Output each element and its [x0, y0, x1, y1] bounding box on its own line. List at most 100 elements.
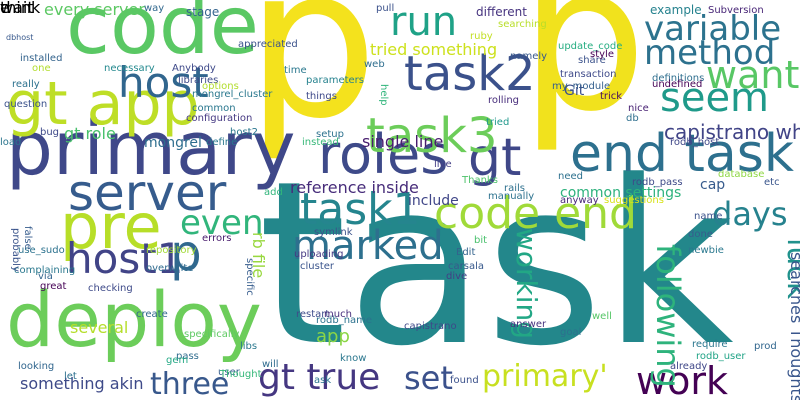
cloud-word: Thanks: [462, 175, 498, 186]
cloud-word: p: [246, 0, 379, 165]
cloud-word: symlink: [314, 227, 353, 238]
cloud-word: pull: [376, 3, 395, 14]
cloud-word: found: [450, 375, 479, 386]
cloud-word: let: [64, 371, 77, 382]
cloud-word: configuration: [186, 113, 253, 124]
cloud-word: load: [0, 137, 22, 148]
cloud-word: Anybody: [172, 63, 216, 74]
cloud-word: p: [170, 224, 202, 282]
cloud-word: nice: [628, 103, 649, 114]
cloud-word: my_module: [552, 81, 611, 92]
cloud-word: marked: [292, 223, 444, 269]
cloud-word: carsala: [448, 261, 484, 272]
cloud-word: need: [558, 171, 583, 182]
cloud-word: single line: [362, 132, 444, 151]
cloud-word: well: [592, 311, 612, 322]
cloud-word: host1: [66, 234, 184, 283]
cloud-word: run: [390, 0, 458, 45]
cloud-word: cluster: [300, 261, 335, 272]
cloud-word: looking: [18, 361, 55, 372]
cloud-word: add: [264, 187, 283, 198]
cloud-word: specific: [244, 258, 255, 296]
cloud-word: end task: [570, 124, 794, 184]
cloud-word: prod: [754, 341, 777, 352]
cloud-word: reference inside: [290, 178, 419, 197]
cloud-word: know: [340, 353, 367, 364]
cloud-word: stage: [186, 5, 220, 19]
cloud-word: code end: [434, 188, 637, 239]
cloud-word: way: [144, 3, 165, 14]
cloud-word: gt: [468, 128, 522, 188]
cloud-word: setup: [316, 129, 344, 140]
cloud-word: searches Thoughts: [787, 252, 800, 400]
cloud-word: errors: [202, 233, 232, 244]
cloud-word: rodb_host: [670, 137, 720, 148]
cloud-word: already: [670, 361, 708, 372]
cloud-word: primary: [6, 106, 296, 192]
cloud-word: restart: [296, 309, 330, 320]
cloud-word: instead: [302, 137, 339, 148]
cloud-word: libraries: [178, 75, 219, 86]
cloud-word: use_sudo: [18, 245, 65, 256]
cloud-word: checking: [88, 283, 133, 294]
cloud-word: rolling: [488, 95, 520, 106]
cloud-word: three: [150, 367, 230, 400]
cloud-word: bug: [40, 127, 60, 138]
cloud-word: variable: [644, 9, 782, 49]
cloud-word: undefined: [652, 79, 703, 90]
cloud-word: e: [0, 0, 10, 17]
cloud-word: example: [650, 3, 702, 17]
cloud-word: much: [324, 309, 352, 320]
cloud-word: question: [4, 99, 48, 110]
cloud-word: wait: [0, 0, 34, 17]
cloud-word: primary': [482, 359, 608, 394]
cloud-word: searching: [498, 19, 547, 30]
cloud-word: newbie: [688, 245, 724, 256]
cloud-word: even: [180, 203, 264, 243]
cloud-word: every server: [44, 0, 145, 19]
cloud-word: bit: [474, 235, 488, 246]
cloud-word: will: [262, 359, 279, 370]
cloud-word: deploy: [6, 275, 262, 364]
cloud-word: libs: [240, 341, 258, 352]
cloud-word: update_code: [558, 41, 623, 52]
cloud-word: p: [520, 0, 647, 156]
cloud-word: ruby: [470, 31, 493, 42]
cloud-word: great: [40, 281, 67, 292]
cloud-word: manually: [488, 191, 535, 202]
cloud-word: task: [258, 133, 734, 396]
cloud-word: mongrel: [144, 135, 202, 151]
cloud-word: anyway: [560, 195, 599, 206]
cloud-word: name: [694, 211, 723, 222]
cloud-word: tried something: [370, 40, 498, 59]
cloud-word: set: [404, 359, 453, 397]
cloud-word: capistrano: [404, 321, 457, 332]
cloud-word: time: [284, 65, 307, 76]
cloud-word: roles: [318, 123, 449, 186]
cloud-word: define: [206, 137, 238, 148]
cloud-word: method: [644, 33, 776, 73]
cloud-word: Thought: [220, 369, 262, 380]
cloud-word: dbhost: [6, 33, 34, 42]
cloud-word: capistrano wherein: [664, 120, 800, 144]
cloud-word: task1: [300, 184, 421, 235]
cloud-word: common settings: [560, 185, 682, 201]
cloud-word: done: [688, 229, 713, 240]
cloud-word: parameters: [306, 75, 365, 86]
cloud-word: days: [712, 195, 788, 233]
cloud-word: goal: [560, 327, 582, 338]
cloud-word: false: [22, 226, 33, 250]
cloud-word: different: [476, 5, 527, 19]
cloud-word: complaining: [14, 265, 76, 276]
cloud-word: trick: [600, 91, 623, 102]
cloud-word: include: [408, 193, 459, 209]
cloud-word: overwrite: [146, 263, 194, 274]
cloud-word: live: [434, 159, 452, 170]
cloud-word: mongrel_cluster: [192, 89, 273, 100]
cloud-word: tried: [486, 117, 510, 128]
cloud-word: help: [378, 84, 389, 106]
cloud-word: rodb_pass: [632, 177, 683, 188]
cloud-word: installed: [20, 53, 63, 64]
cloud-word: gem: [166, 355, 189, 366]
cloud-word: several: [70, 318, 129, 337]
